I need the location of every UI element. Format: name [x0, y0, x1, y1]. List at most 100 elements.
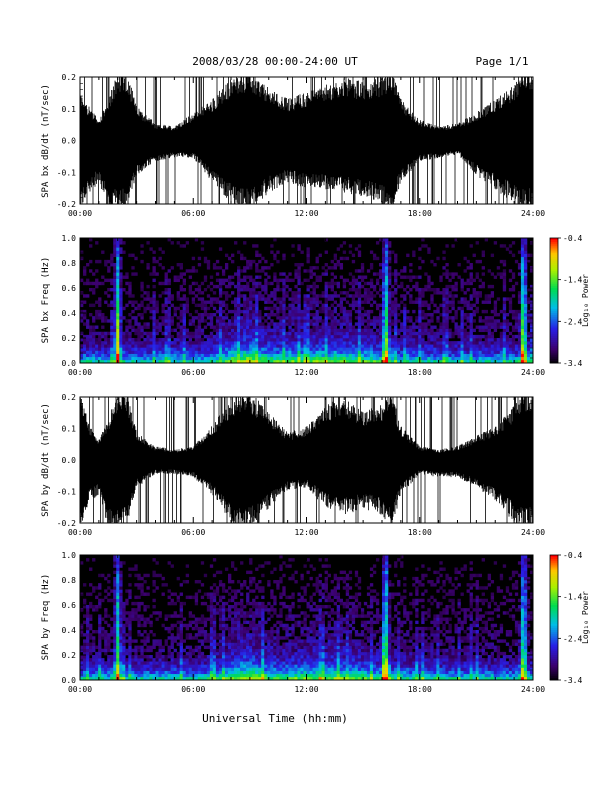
spectrogram-cell — [240, 648, 244, 653]
spectrogram-cell — [161, 350, 165, 354]
spectrogram-cell — [321, 334, 325, 339]
spectrogram-cell — [224, 284, 229, 289]
spectrogram-cell — [197, 353, 202, 358]
spectrogram-cell — [107, 648, 111, 653]
spectrogram-cell — [131, 608, 135, 612]
spectrogram-cell — [511, 341, 516, 345]
spectrogram-cell — [502, 316, 507, 320]
spectrogram-cell — [227, 592, 232, 596]
spectrogram-cell — [508, 341, 513, 345]
spectrogram-cell — [460, 325, 464, 329]
spectrogram-cell — [475, 275, 479, 279]
spectrogram-cell — [194, 658, 199, 662]
spectrogram-cell — [197, 303, 202, 308]
spectrogram-cell — [116, 281, 120, 286]
spectrogram-cell — [385, 347, 389, 351]
spectrogram-cell — [357, 244, 362, 248]
spectrogram-cell — [273, 238, 277, 242]
spectrogram-cell — [436, 356, 440, 361]
spectrogram-cell — [523, 244, 528, 248]
spectrogram-cell — [288, 328, 292, 333]
spectrogram-cell — [176, 636, 180, 640]
spectrogram-cell — [288, 306, 292, 311]
spectrogram-cell — [523, 259, 528, 264]
spectrogram-cell — [324, 331, 328, 336]
spectrogram-cell — [209, 633, 214, 637]
spectrogram-cell — [523, 278, 528, 283]
spectrogram-cell — [237, 284, 241, 289]
spectrogram-cell — [231, 275, 235, 279]
spectrogram-cell — [113, 673, 117, 678]
spectrogram-cell — [258, 331, 262, 336]
spectrogram-cell — [288, 316, 292, 320]
spectrogram-cell — [176, 347, 180, 351]
spectrogram-cell — [454, 328, 458, 333]
spectrogram-cell — [212, 630, 217, 634]
spectrogram-cell — [375, 319, 380, 323]
spectrogram-cell — [351, 306, 356, 311]
spectrogram-cell — [188, 288, 193, 292]
spectrogram-cell — [152, 573, 156, 578]
spectrogram-cell — [391, 334, 395, 339]
spectrogram-cell — [421, 328, 425, 333]
spectrogram-cell — [394, 306, 398, 311]
spectrogram-cell — [170, 642, 174, 646]
spectrogram-cell — [227, 328, 232, 333]
spectrogram-cell — [221, 614, 226, 618]
spectrogram-cell — [197, 316, 202, 320]
spectrogram-cell — [95, 325, 99, 329]
spectrogram-cell — [80, 338, 84, 342]
x-tick-label: 24:00 — [521, 209, 545, 218]
spectrogram-cell — [342, 331, 347, 336]
spectrogram-cell — [460, 313, 464, 317]
spectrogram-cell — [375, 350, 380, 354]
x-tick-label: 24:00 — [521, 368, 545, 377]
spectrogram-cell — [161, 347, 165, 351]
spectrogram-cell — [526, 344, 531, 348]
spectrogram-cell — [523, 294, 528, 298]
spectrogram-cell — [155, 655, 159, 659]
spectrogram-cell — [529, 319, 534, 323]
spectrogram-cell — [378, 294, 383, 298]
spectrogram-cell — [285, 353, 289, 358]
spectrogram-cell — [354, 347, 359, 351]
spectrogram-cell — [113, 338, 117, 342]
spectrogram-cell — [231, 353, 235, 358]
spectrogram-cell — [258, 269, 262, 273]
spectrogram-cell — [285, 322, 289, 326]
spectrogram-cell — [252, 322, 256, 326]
spectrogram-cell — [104, 359, 108, 364]
spectrogram-cell — [116, 626, 120, 631]
spectrogram-cell — [173, 347, 177, 351]
spectrogram-cell — [406, 341, 410, 345]
spectrogram-cell — [170, 316, 174, 320]
spectrogram-cell — [385, 244, 389, 248]
spectrogram-cell — [231, 661, 235, 665]
spectrogram-cell — [237, 250, 241, 254]
spectrogram-cell — [203, 359, 208, 364]
spectrogram-cell — [113, 614, 117, 618]
spectrogram-cell — [179, 626, 183, 631]
spectrogram-cell — [197, 648, 202, 653]
spectrogram-cell — [490, 353, 495, 358]
spectrogram-cell — [339, 319, 344, 323]
spectrogram-cell — [445, 294, 449, 298]
spectrogram-cell — [188, 648, 193, 653]
spectrogram-cell — [152, 316, 156, 320]
spectrogram-cell — [170, 350, 174, 354]
spectrogram-cell — [134, 661, 138, 665]
spectrogram-cell — [146, 667, 150, 671]
spectrogram-cell — [339, 322, 344, 326]
spectrogram-cell — [357, 275, 362, 279]
spectrogram-cell — [125, 648, 129, 653]
spectrogram-cell — [164, 313, 168, 317]
spectrogram-cell — [140, 614, 144, 618]
spectrogram-cell — [382, 266, 386, 270]
spectrogram-cell — [231, 620, 235, 625]
spectrogram-cell — [89, 338, 93, 342]
spectrogram-cell — [149, 306, 153, 311]
spectrogram-cell — [237, 328, 241, 333]
spectrogram-cell — [394, 272, 398, 276]
spectrogram-cell — [143, 341, 147, 345]
spectrogram-cell — [385, 338, 389, 342]
